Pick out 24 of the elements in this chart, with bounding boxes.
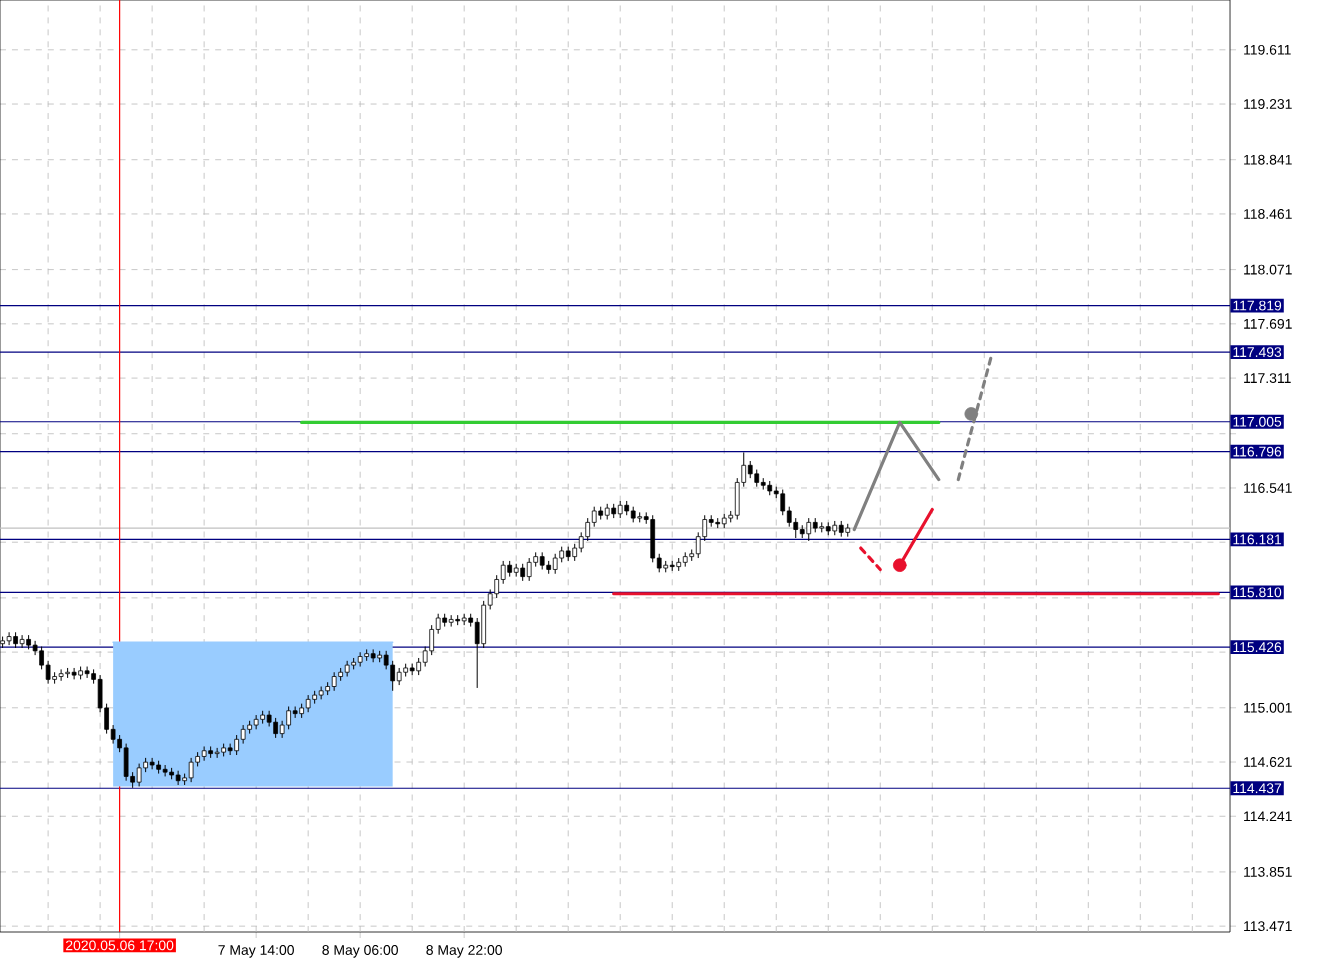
candlestick <box>201 745 207 762</box>
candlestick <box>6 631 12 646</box>
candlestick <box>806 517 812 542</box>
candlestick <box>58 668 64 682</box>
candlestick <box>253 714 259 730</box>
candlestick <box>273 717 278 739</box>
candlestick <box>331 671 337 692</box>
candlestick <box>123 743 129 782</box>
candlestick <box>136 763 142 787</box>
candlestick <box>19 634 25 649</box>
candlestick <box>162 764 168 777</box>
candlestick <box>188 757 194 783</box>
candlestick <box>552 553 558 575</box>
candlestick <box>84 666 90 679</box>
candlestick <box>149 757 155 770</box>
candlestick <box>71 667 77 680</box>
candlestick <box>286 705 291 730</box>
candlestick <box>227 743 233 756</box>
candlestick <box>175 770 181 786</box>
candlestick <box>780 489 786 516</box>
candlestick <box>214 747 220 759</box>
candlestick <box>240 724 246 745</box>
candlestick <box>650 514 656 563</box>
candlestick <box>526 557 532 582</box>
